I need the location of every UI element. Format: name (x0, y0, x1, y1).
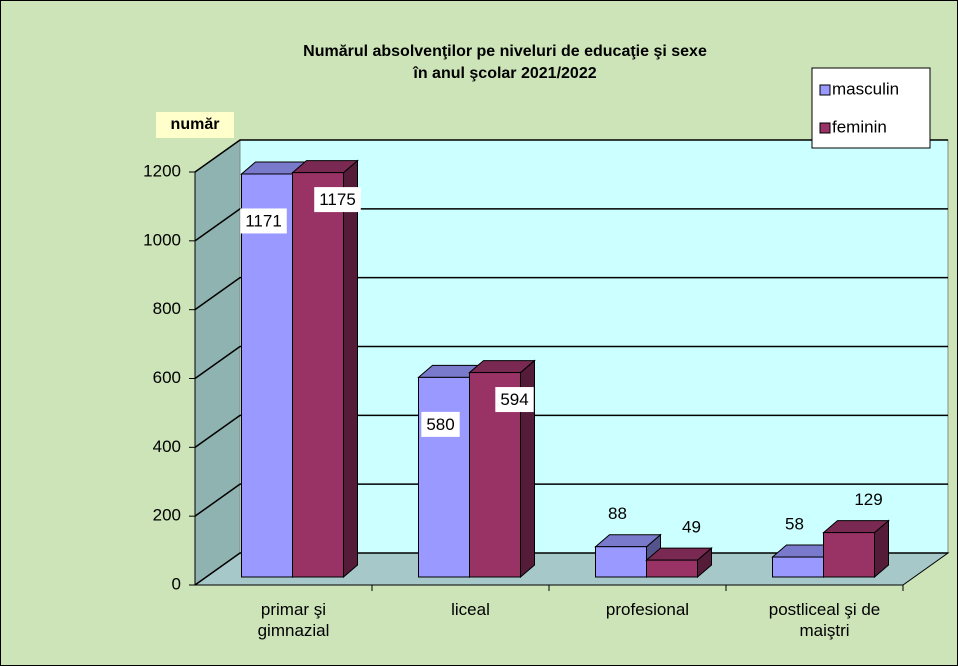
x-tick-label: liceal (451, 600, 490, 619)
x-tick-label: profesional (606, 600, 689, 619)
y-tick-label: 400 (153, 437, 181, 456)
bar (292, 172, 344, 578)
data-label: 129 (854, 490, 882, 509)
data-label: 580 (426, 415, 454, 434)
bar (772, 556, 824, 578)
data-label: 1175 (319, 190, 356, 209)
grid-line (194, 345, 948, 380)
grid-line (194, 208, 948, 242)
y-tick-label: 0 (172, 574, 181, 593)
legend-swatch (819, 122, 831, 134)
bar (241, 173, 293, 578)
grid-line (194, 139, 948, 173)
legend-label: masculin (832, 79, 899, 98)
legend-swatch (819, 84, 831, 96)
data-label: 1171 (245, 211, 282, 230)
data-label-box (240, 208, 287, 234)
data-label-box (495, 387, 534, 413)
bar (418, 376, 470, 578)
bar (646, 559, 698, 578)
grid-line (194, 483, 948, 517)
data-label-box (314, 187, 361, 213)
legend (811, 67, 931, 149)
grid-line (194, 276, 948, 311)
data-label: 88 (608, 504, 627, 523)
y-tick-label: 200 (153, 506, 181, 525)
data-label-box (421, 411, 460, 437)
chart-title: Numărul absolvenţilor pe niveluri de edu… (303, 43, 707, 60)
bar (595, 546, 647, 578)
y-axis-label: număr (171, 116, 220, 133)
grid-line (194, 414, 948, 448)
bar-side (343, 159, 358, 579)
legend-label: feminin (832, 117, 887, 136)
data-label: 49 (682, 518, 701, 537)
y-tick-label: 1200 (143, 161, 181, 180)
y-tick-label: 600 (153, 368, 181, 387)
y-tick-label: 1000 (143, 230, 181, 249)
x-tick-label: primar şi gimnazial (258, 600, 330, 640)
chart-title: în anul şcolar 2021/2022 (412, 65, 596, 82)
y-label-box (156, 112, 234, 138)
y-tick-label: 800 (153, 299, 181, 318)
data-label: 594 (500, 390, 528, 409)
x-tick-label: postliceal şi de maiştri (769, 600, 881, 640)
bar (823, 532, 875, 578)
data-label: 58 (785, 515, 804, 534)
